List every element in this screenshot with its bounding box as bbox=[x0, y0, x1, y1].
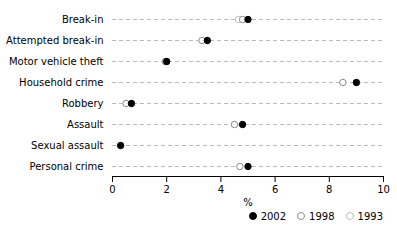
svg-text:Household crime: Household crime bbox=[19, 77, 103, 88]
svg-text:Motor vehicle theft: Motor vehicle theft bbox=[9, 56, 104, 67]
svg-text:Sexual assault: Sexual assault bbox=[31, 140, 103, 151]
svg-text:0: 0 bbox=[109, 184, 115, 195]
svg-text:Break-in: Break-in bbox=[62, 14, 104, 25]
svg-text:10: 10 bbox=[377, 184, 390, 195]
html-text:2002: 2002 bbox=[260, 210, 287, 222]
svg-text:6: 6 bbox=[272, 184, 278, 195]
svg-text:Robbery: Robbery bbox=[62, 98, 104, 109]
html-text:1998: 1998 bbox=[309, 210, 335, 222]
html-text:1993: 1993 bbox=[357, 210, 383, 222]
svg-text:Personal crime: Personal crime bbox=[30, 161, 104, 172]
svg-text:Assault: Assault bbox=[67, 119, 104, 130]
svg-text:%: % bbox=[243, 197, 253, 208]
svg-text:Attempted break-in: Attempted break-in bbox=[6, 35, 103, 46]
svg-text:2: 2 bbox=[164, 184, 170, 195]
svg-text:8: 8 bbox=[326, 184, 332, 195]
svg-text:4: 4 bbox=[218, 184, 224, 195]
